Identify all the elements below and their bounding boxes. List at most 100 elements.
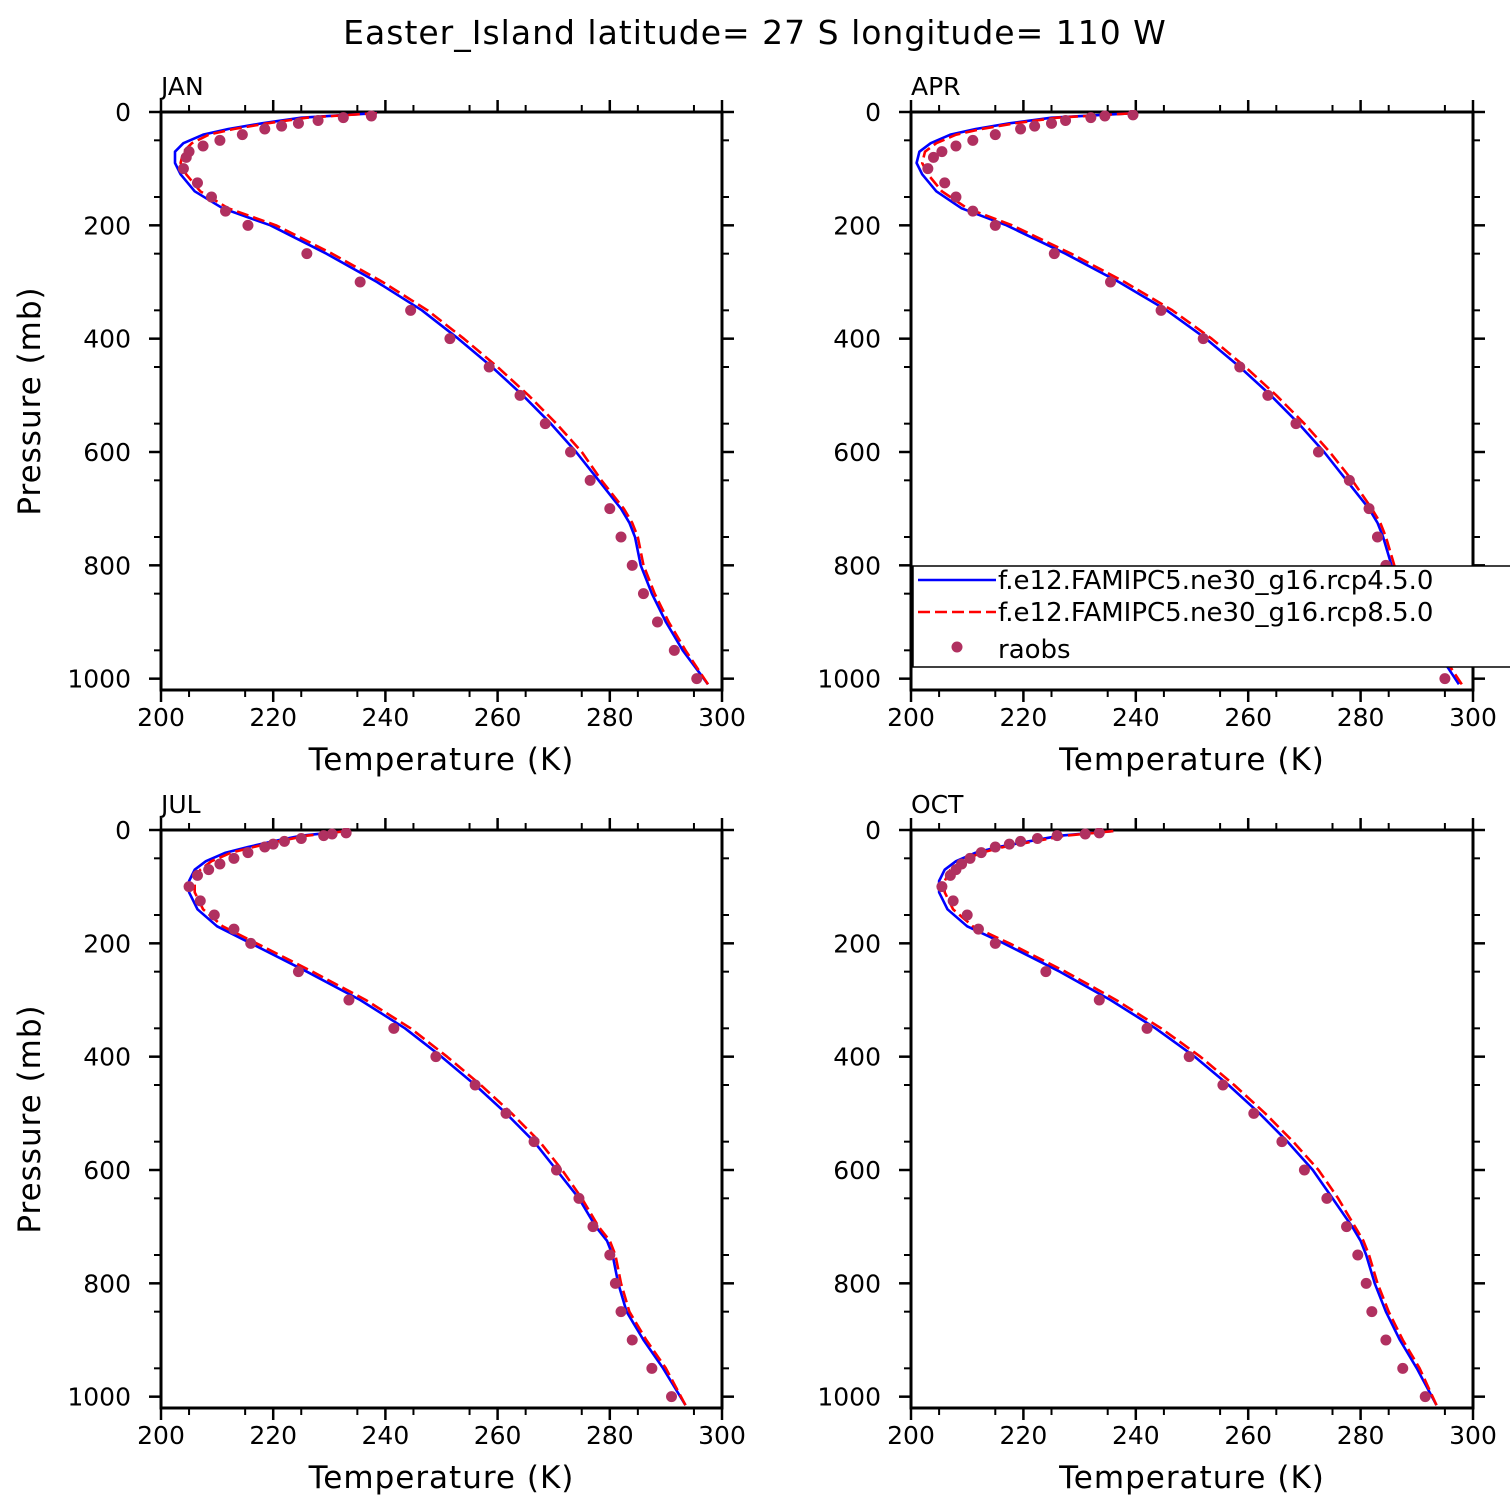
plot-data (183, 828, 687, 1406)
raobs-point (354, 276, 366, 288)
raobs-point (626, 1334, 638, 1346)
raobs-point (292, 966, 304, 978)
y-tick-label: 1000 (67, 665, 131, 694)
x-tick-label: 300 (1449, 1421, 1497, 1450)
raobs-point (203, 864, 215, 876)
raobs-point (565, 446, 577, 458)
raobs-point (1141, 1022, 1153, 1034)
raobs-point (208, 909, 220, 921)
y-tick-label: 800 (83, 1269, 131, 1298)
raobs-point (483, 361, 495, 373)
raobs-point (1127, 110, 1139, 121)
x-tick-label: 240 (362, 1421, 410, 1450)
raobs-point (989, 937, 1001, 949)
raobs-point (1197, 333, 1209, 345)
raobs-point (337, 112, 349, 124)
x-tick-label: 200 (887, 1421, 935, 1450)
raobs-point (242, 847, 254, 859)
raobs-point (1248, 1107, 1260, 1119)
raobs-point (691, 673, 703, 685)
legend-label: f.e12.FAMIPC5.ne30_g16.rcp4.5.0 (998, 566, 1433, 596)
legend-box (912, 565, 1510, 668)
raobs-point (651, 616, 663, 628)
y-tick-label: 800 (833, 1269, 881, 1298)
raobs-point (340, 828, 352, 839)
panel-oct: OCT 200 220 240 260 280 300 0 200 400 600 800 1000 Te… (817, 790, 1496, 1496)
raobs-point (615, 1306, 627, 1318)
raobs-point (228, 923, 240, 935)
raobs-point (1183, 1051, 1195, 1063)
raobs-point (626, 559, 638, 571)
y-tick-label: 400 (83, 325, 131, 354)
panel-label: JAN (159, 72, 204, 101)
raobs-point (276, 120, 288, 132)
raobs-point (228, 852, 240, 864)
x-tick-label: 240 (362, 703, 410, 732)
raobs-point (1031, 833, 1043, 844)
x-axis-title: Temperature (K) (1058, 1460, 1325, 1496)
series-line-rcp85 (193, 829, 687, 1406)
raobs-point (936, 881, 948, 893)
panel-label: JUL (159, 790, 201, 819)
raobs-point (1262, 389, 1274, 401)
y-tick-label: 200 (83, 929, 131, 958)
series-line-rcp85 (920, 111, 1463, 686)
raobs-point (972, 923, 984, 935)
panel-label: APR (911, 72, 961, 101)
raobs-point (637, 588, 649, 600)
raobs-point (301, 248, 313, 260)
y-tick-label: 400 (833, 1043, 881, 1072)
x-tick-label: 240 (1112, 1421, 1160, 1450)
y-tick-label: 1000 (67, 1383, 131, 1412)
x-tick-label: 300 (698, 703, 746, 732)
raobs-point (587, 1221, 599, 1233)
panel-jan: JAN 200 220 240 260 280 300 0 200 400 600 800 1000 Te… (12, 72, 746, 778)
legend-label: raobs (998, 635, 1071, 665)
raobs-point (668, 644, 680, 656)
raobs-point (1093, 828, 1105, 839)
plot-frame (909, 110, 1475, 692)
raobs-point (609, 1277, 621, 1289)
raobs-point (1371, 531, 1383, 543)
raobs-point (947, 895, 959, 907)
y-tick-label: 800 (83, 551, 131, 580)
raobs-point (220, 205, 232, 217)
raobs-point (259, 123, 271, 135)
raobs-point (1439, 673, 1451, 685)
raobs-point (1040, 966, 1052, 978)
raobs-point (1003, 838, 1015, 850)
raobs-point (194, 895, 206, 907)
x-tick-label: 280 (1337, 703, 1385, 732)
raobs-point (1099, 110, 1111, 122)
x-tick-label: 200 (887, 703, 935, 732)
legend-label: f.e12.FAMIPC5.ne30_g16.rcp8.5.0 (998, 598, 1433, 628)
raobs-point (278, 835, 290, 847)
raobs-point (1343, 474, 1355, 486)
x-axis-title: Temperature (K) (1058, 742, 1325, 778)
raobs-point (267, 838, 279, 850)
raobs-point (1093, 994, 1105, 1006)
x-tick-label: 260 (474, 1421, 522, 1450)
raobs-point (365, 110, 377, 122)
raobs-point (936, 146, 948, 158)
raobs-point (1290, 418, 1302, 430)
raobs-point (444, 333, 456, 345)
raobs-point (1341, 1221, 1353, 1233)
raobs-point (197, 140, 209, 152)
raobs-point (205, 191, 217, 203)
raobs-point (989, 219, 1001, 231)
raobs-point (1363, 503, 1375, 515)
raobs-point (236, 129, 248, 141)
panel-jul: JUL 200 220 240 260 280 300 0 200 400 600 800 1000 Te… (12, 790, 746, 1496)
panel-label: OCT (911, 790, 964, 819)
raobs-point (295, 833, 307, 844)
raobs-point (1085, 112, 1097, 124)
raobs-point (500, 1107, 512, 1119)
raobs-point (343, 994, 355, 1006)
figure-title: Easter_Island latitude= 27 S longitude= … (343, 13, 1167, 52)
x-axis-title: Temperature (K) (308, 1460, 575, 1496)
raobs-point (646, 1362, 658, 1374)
raobs-point (326, 828, 338, 840)
y-tick-label: 0 (115, 816, 131, 845)
